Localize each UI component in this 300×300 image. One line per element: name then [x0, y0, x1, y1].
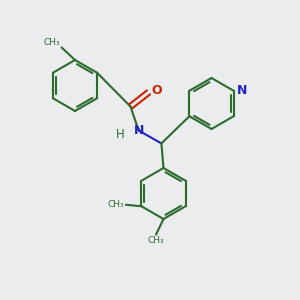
Text: H: H: [116, 128, 124, 141]
Text: N: N: [134, 124, 145, 137]
Text: CH₃: CH₃: [148, 236, 164, 245]
Text: O: O: [152, 84, 162, 98]
Text: CH₃: CH₃: [108, 200, 124, 209]
Text: CH₃: CH₃: [44, 38, 60, 46]
Text: N: N: [237, 84, 247, 97]
